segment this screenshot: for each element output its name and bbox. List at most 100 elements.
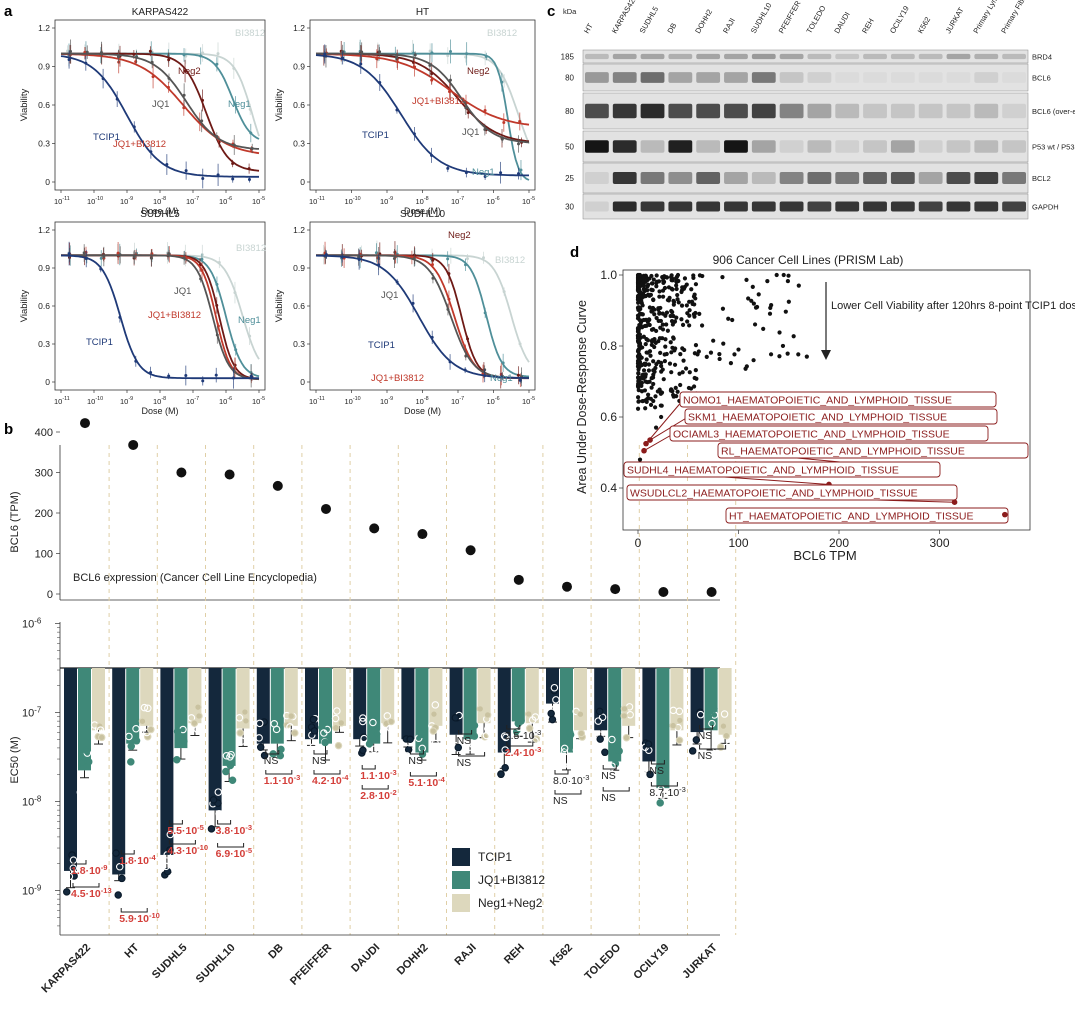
x-tick-label: 10-5 [522,396,535,406]
replicate-point [622,733,631,742]
replicate-point [387,717,395,726]
kda-marker: 185 [561,53,575,62]
replicate-point [286,723,294,731]
band [640,201,665,212]
band [779,103,804,119]
replicate-point [417,770,426,779]
band [779,172,804,184]
replicate-point [613,744,621,752]
data-point [464,263,468,267]
bar-group-ht [112,668,155,901]
comparison-upper: 1.1·10-3 [360,768,397,782]
y-tick-label: 400 [35,427,53,439]
x-tick-label: 10-8 [153,196,166,206]
bar-group-k562 [546,668,587,771]
scatter-point [636,371,641,376]
bar-jq1-bi3812 [126,668,140,744]
kda-label: kDa [563,7,577,16]
replicate-point [78,758,86,767]
bar-jq1-bi3812 [270,668,284,744]
data-point [378,80,382,84]
scatter-point [785,351,790,356]
data-point [464,171,468,175]
y-tick-label: 10-8 [22,795,42,809]
x-tick-label: 10-10 [345,396,361,406]
bracket-upper [72,860,87,865]
dose-panel-title: HT [416,7,429,18]
data-point [463,368,467,372]
data-point [359,62,363,66]
data-point [518,119,522,123]
band [946,53,971,60]
replicate-point [321,738,329,747]
scatter-point [768,352,774,357]
highlight-label: WSUDLCL2_HAEMATOPOIETIC_AND_LYMPHOID_TIS… [630,488,918,500]
band [612,103,637,119]
band [974,72,999,83]
scatter-point [682,276,688,281]
scatter-point [697,311,702,316]
lane-label: TOLEDO [804,4,827,35]
band [1002,201,1026,212]
scatter-point [672,362,678,367]
label-box [717,442,1029,459]
bracket-lower [313,770,341,775]
scatter-point [717,351,722,357]
kda-marker: 50 [565,143,574,152]
band [779,140,804,153]
kda-marker: 25 [565,174,574,183]
data-point [167,252,171,256]
scatter-point [732,352,737,357]
bar-tcip1 [64,668,77,871]
band [612,140,637,153]
band [890,103,915,119]
label-box [623,461,941,478]
curve-jq1 [316,52,530,144]
scatter-point [669,370,674,375]
bar-tcip1 [353,668,367,740]
replicate-point [676,716,684,725]
replicate-point [255,719,264,728]
bracket-upper [554,770,569,775]
scatter-point [674,315,679,320]
band [807,72,832,83]
scatter-point [650,281,655,286]
data-point [446,166,450,170]
data-point [395,280,399,284]
comparison-lower: 8.7·10-3 [649,785,686,799]
scatter-point [636,384,641,390]
band [890,201,915,212]
data-point [247,177,251,181]
data-point [167,76,171,80]
curve-label-jq1: JQ1 [152,99,169,110]
bar-jq1-bi3812 [174,668,188,749]
replicate-point [518,731,526,740]
scatter-point [653,425,659,430]
y-tick-label: 10-7 [22,706,41,720]
bracket-upper [602,765,617,770]
replicate-point [403,752,411,760]
band [751,172,776,184]
scatter-point [649,273,654,279]
band [640,103,665,119]
bracket-lower [409,772,437,777]
scatter-point [721,341,726,346]
dose-response-panels: KARPAS422 10-11 10-10 10-9 10-8 10-7 10-6 10-5 0… [19,7,536,416]
replicate-point [236,729,244,737]
scatter-point [691,384,697,389]
data-point [215,303,219,307]
bar-jq1-bi3812 [656,668,670,789]
band [807,172,832,184]
scatter-point [646,392,651,397]
curve-jq1 [61,52,260,150]
data-point [395,55,399,59]
replicate-point [379,727,388,736]
band [668,103,693,119]
data-point [84,61,88,65]
bar-neg1-neg2 [718,668,732,735]
replicate-point [625,743,634,751]
highlight-label: NOMO1_HAEMATOPOIETIC_AND_LYMPHOID_TISSUE [683,395,952,407]
y-tick-label: 0.9 [293,263,305,273]
scatter-point [660,367,665,372]
data-point [413,53,417,57]
